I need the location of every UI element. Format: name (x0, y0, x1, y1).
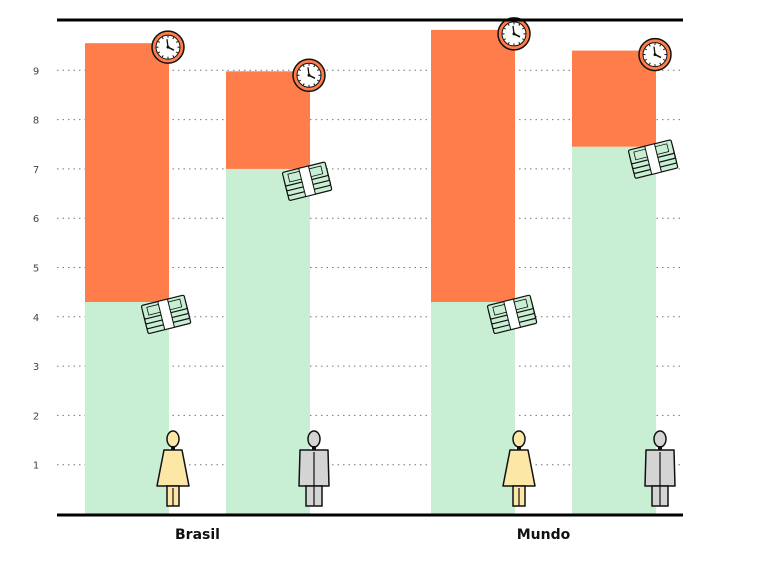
money-icon (486, 294, 538, 335)
group-label-brasil: Brasil (175, 527, 220, 543)
clock-icon (638, 37, 672, 72)
bar-paid-brasil-man (226, 168, 310, 514)
bar-paid-mundo-man (572, 146, 656, 514)
money-icon (140, 294, 192, 335)
group-label-mundo: Mundo (517, 527, 571, 543)
clock-icon (151, 30, 185, 64)
bar-paid-mundo-woman (431, 302, 515, 514)
money-icon (627, 139, 679, 179)
woman-icon (156, 430, 190, 507)
bar-unpaid-mundo-man (572, 50, 656, 147)
money-icon (281, 161, 333, 201)
clock-icon (292, 58, 326, 93)
man-icon (298, 430, 330, 507)
y-tick-label: 4 (33, 313, 39, 324)
y-tick-label: 9 (33, 66, 39, 77)
y-tick-label: 7 (33, 165, 39, 176)
bar-paid-brasil-woman (85, 302, 169, 514)
man-icon (644, 430, 676, 507)
bar-unpaid-brasil-man (226, 71, 310, 169)
clock-icon (497, 17, 531, 51)
woman-icon (502, 430, 536, 507)
y-tick-label: 2 (33, 411, 39, 422)
y-tick-label: 8 (33, 116, 39, 127)
bar-unpaid-brasil-woman (85, 43, 169, 303)
y-tick-label: 6 (33, 214, 39, 225)
y-tick-label: 1 (33, 461, 39, 472)
y-tick-label: 5 (33, 264, 39, 275)
bar-unpaid-mundo-woman (431, 29, 515, 303)
y-tick-label: 3 (33, 362, 39, 373)
